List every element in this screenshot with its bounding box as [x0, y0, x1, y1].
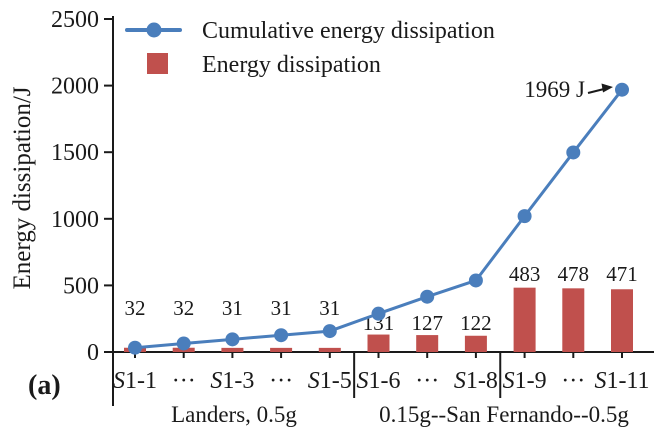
bar-value-label: 31: [271, 296, 292, 320]
x-category-label: S1-6: [357, 368, 401, 394]
energy-dissipation-bar: [318, 347, 341, 352]
cumulative-data-point: [225, 332, 240, 347]
legend-dot-marker-icon: [146, 22, 161, 38]
bar-value-label: 32: [173, 296, 194, 320]
x-category-label: S1-11: [594, 368, 649, 394]
cumulative-data-point: [517, 209, 532, 224]
cumulative-data-point: [615, 82, 629, 97]
legend-bar-swatch-icon: [147, 53, 168, 74]
energy-dissipation-bar: [221, 347, 244, 352]
energy-dissipation-bar: [416, 335, 439, 352]
cumulative-data-point: [176, 336, 191, 351]
y-tick-label: 2000: [51, 74, 99, 100]
energy-dissipation-bar: [367, 334, 390, 352]
x-category-label: ···: [415, 368, 439, 394]
bar-value-label: 478: [558, 262, 590, 286]
y-tick-label: 0: [87, 340, 99, 366]
legend-label-energy: Energy dissipation: [202, 52, 381, 78]
y-tick-label: 2500: [51, 7, 99, 33]
bar-value-label: 483: [509, 262, 541, 286]
bar-value-label: 122: [460, 311, 492, 335]
y-tick-label: 1000: [51, 207, 99, 233]
bar-value-label: 32: [125, 296, 146, 320]
y-tick-label: 1500: [51, 140, 99, 166]
cumulative-data-point: [371, 306, 386, 321]
annotation-final-value: 1969 J: [524, 77, 585, 102]
x-category-label: S1-5: [308, 368, 352, 394]
energy-dissipation-bar: [513, 287, 536, 352]
bar-value-label: 471: [606, 262, 638, 286]
panel-label: (a): [28, 370, 61, 401]
annotation-arrowhead-icon: [601, 83, 613, 93]
x-category-label: ···: [269, 368, 293, 394]
legend-label-cumulative: Cumulative energy dissipation: [202, 18, 495, 44]
bar-value-label: 31: [222, 296, 243, 320]
x-category-label: S1-1: [113, 368, 157, 394]
cumulative-data-point: [128, 340, 142, 355]
annotation-arrow-line: [587, 88, 605, 94]
energy-dissipation-bar: [611, 289, 633, 352]
cumulative-data-point: [274, 328, 289, 343]
bar-value-label: 31: [319, 296, 340, 320]
x-category-label: ···: [561, 368, 585, 394]
cumulative-data-point: [468, 273, 483, 288]
x-category-label: S1-3: [210, 368, 254, 394]
cumulative-data-point: [322, 324, 337, 339]
x-group-label-landers: Landers, 0.5g: [171, 402, 297, 427]
x-category-label: S1-9: [503, 368, 547, 394]
x-group-label-san-fernando: 0.15g--San Fernando--0.5g: [379, 402, 629, 427]
legend-line-marker-icon: [125, 22, 182, 38]
cumulative-data-point: [420, 289, 435, 304]
y-tick-label: 500: [63, 273, 99, 299]
energy-dissipation-bar: [562, 288, 585, 352]
bar-value-label: 127: [411, 311, 443, 335]
x-category-label: ···: [172, 368, 196, 394]
y-axis-title: Energy dissipation/J: [9, 86, 36, 290]
x-category-label: S1-8: [454, 368, 498, 394]
energy-dissipation-bar: [270, 347, 293, 352]
cumulative-data-point: [566, 145, 581, 160]
energy-dissipation-bar: [464, 335, 487, 352]
